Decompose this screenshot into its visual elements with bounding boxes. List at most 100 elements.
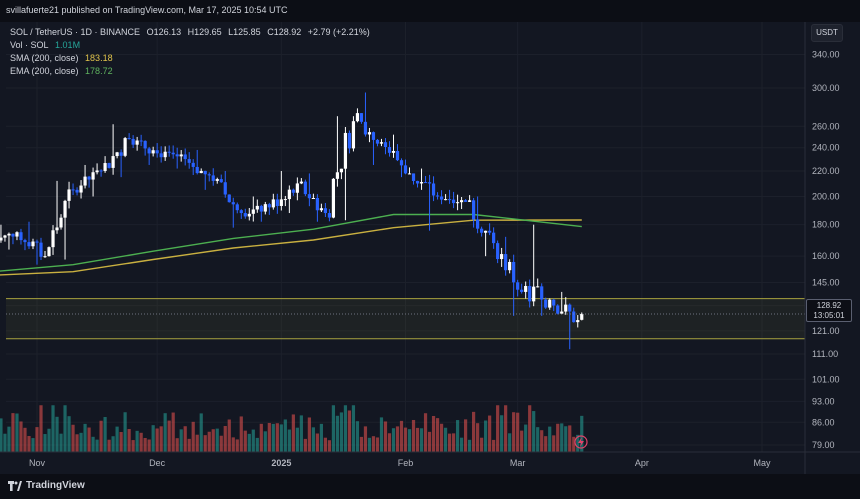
candle-body	[343, 132, 348, 169]
sma-value: 183.18	[85, 53, 113, 63]
tradingview-logo-icon[interactable]	[8, 481, 22, 491]
price-tick-label: 220.00	[812, 166, 840, 176]
volume-bar	[287, 429, 291, 452]
candle-body	[544, 299, 548, 308]
candle-body	[407, 173, 412, 175]
candle-body	[63, 200, 67, 218]
candle-body	[27, 242, 31, 247]
candle-body	[467, 200, 472, 202]
volume-bar	[255, 437, 259, 452]
candle-body	[179, 154, 183, 157]
volume-bar	[307, 417, 311, 452]
candle-body	[431, 183, 436, 196]
volume-bar	[119, 432, 123, 452]
sma-label: SMA (200, close)	[10, 53, 79, 63]
candle-body	[183, 154, 187, 160]
candle-body	[83, 176, 87, 186]
candle-body	[147, 148, 151, 154]
volume-bar	[263, 431, 267, 452]
volume-bar	[315, 433, 319, 452]
candle-body	[423, 182, 428, 184]
candle-body	[323, 208, 327, 214]
candle-body	[195, 166, 199, 174]
candle-body	[504, 254, 508, 271]
candle-body	[175, 154, 179, 157]
candle-body	[11, 233, 15, 237]
candle-body	[480, 228, 484, 233]
low-value: L125.85	[228, 27, 261, 37]
volume-bar	[139, 432, 143, 452]
volume-bar	[159, 426, 163, 452]
volume-bar	[123, 412, 127, 452]
volume-bar	[219, 435, 223, 452]
candle-body	[476, 219, 480, 229]
price-tick-label: 200.00	[812, 191, 840, 201]
tradingview-brand[interactable]: TradingView	[26, 480, 85, 491]
volume-bar	[463, 419, 468, 452]
volume-bar	[443, 427, 448, 452]
candle-body	[155, 150, 159, 154]
lightning-icon[interactable]	[574, 435, 588, 449]
candles	[0, 92, 584, 350]
time-axis[interactable]: Nov Dec 2025 Feb Mar Apr May	[29, 458, 771, 468]
sma-200-line	[0, 219, 582, 276]
candle-body	[231, 202, 235, 205]
legend-ema-row[interactable]: EMA (200, close) 178.72	[10, 65, 370, 78]
volume-bar	[508, 433, 512, 452]
candle-body	[59, 217, 63, 228]
candle-body	[151, 150, 155, 154]
price-tick-label: 101.00	[812, 374, 840, 384]
price-chart[interactable]: 340.00 300.00 260.00 240.00 220.00 200.00 180.…	[0, 22, 860, 474]
volume-bar	[476, 423, 480, 452]
volume-bar	[223, 426, 227, 452]
candle-body	[107, 163, 111, 168]
volume-bar	[339, 412, 344, 452]
volume-bar	[135, 430, 139, 452]
volume-bar	[467, 439, 472, 452]
price-axis[interactable]: 340.00 300.00 260.00 240.00 220.00 200.00 180.…	[812, 50, 840, 450]
candle-body	[31, 241, 35, 247]
volume-bar	[331, 405, 336, 452]
candle-body	[99, 170, 103, 172]
candle-body	[239, 210, 243, 214]
time-tick-label: Nov	[29, 458, 46, 468]
candle-body	[283, 199, 287, 201]
candle-body	[35, 241, 39, 243]
volume-bar	[75, 434, 79, 452]
close-value: C128.92	[267, 27, 302, 37]
symbol-label[interactable]: SOL / TetherUS · 1D · BINANCE	[10, 27, 141, 37]
candle-body	[459, 200, 464, 203]
chart-legend: SOL / TetherUS · 1D · BINANCE O126.13 H1…	[10, 26, 370, 78]
candle-body	[512, 261, 516, 283]
candle-body	[540, 286, 544, 300]
time-tick-label: Apr	[635, 458, 649, 468]
support-zone	[6, 298, 805, 339]
change-value: +2.79 (+2.21%)	[307, 27, 370, 37]
candle-body	[7, 233, 11, 236]
volume-bar	[47, 428, 51, 452]
candle-body	[331, 178, 336, 218]
candle-body	[520, 289, 524, 292]
price-tick-label: 160.00	[812, 251, 840, 261]
volume-bar	[459, 437, 464, 452]
candle-body	[552, 299, 556, 306]
footer-bar: TradingView	[0, 474, 860, 499]
chart-frame[interactable]	[0, 22, 860, 474]
volume-bar	[455, 420, 460, 452]
candle-body	[187, 159, 191, 163]
quote-currency-button[interactable]: USDT	[811, 24, 843, 42]
volume-bar	[544, 436, 548, 452]
legend-sma-row[interactable]: SMA (200, close) 183.18	[10, 52, 370, 65]
candle-body	[439, 196, 444, 200]
volume-bar	[299, 415, 303, 452]
candle-body	[143, 140, 147, 149]
candle-body	[447, 199, 452, 201]
volume-bar	[0, 418, 3, 452]
volume-bar	[548, 426, 552, 452]
candle-body	[79, 185, 83, 193]
candle-body	[23, 240, 27, 243]
candle-body	[167, 151, 171, 153]
volume-bar	[31, 438, 35, 452]
legend-volume-row[interactable]: Vol · SOL 1.01M	[10, 39, 370, 52]
candle-body	[279, 199, 283, 206]
